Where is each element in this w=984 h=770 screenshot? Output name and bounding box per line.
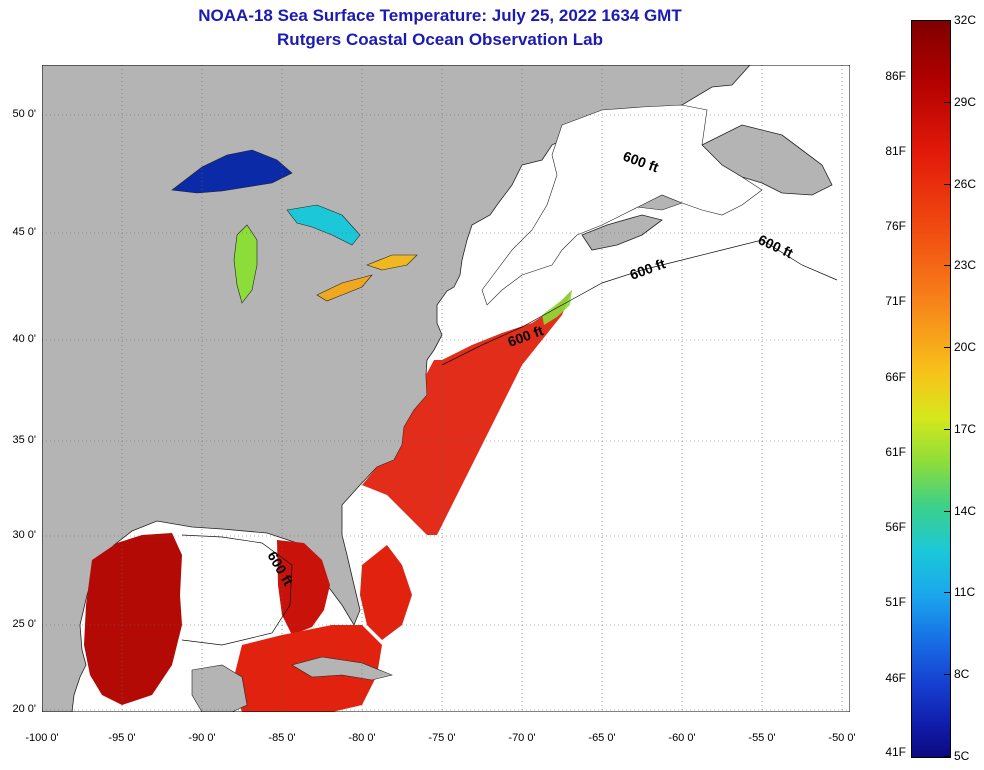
gulf-of-mexico-sst xyxy=(84,533,182,705)
latitude-tick-label: 25 0' xyxy=(12,618,36,630)
colorbar-tick xyxy=(944,756,950,757)
colorbar-fahrenheit-label: 61F xyxy=(885,445,906,459)
colorbar-tick xyxy=(944,674,950,676)
colorbar-tick xyxy=(944,428,950,430)
colorbar-fahrenheit-label: 66F xyxy=(885,370,906,384)
chart-subtitle: Rutgers Coastal Ocean Observation Lab xyxy=(277,30,603,49)
colorbar-celsius-label: 23C xyxy=(954,258,977,273)
colorbar-celsius-label: 14C xyxy=(954,503,977,518)
colorbar-tick xyxy=(944,265,950,267)
latitude-tick-label: 50 0' xyxy=(12,108,36,120)
lake-michigan xyxy=(233,224,258,304)
lake-erie xyxy=(316,274,373,302)
longitude-tick-label: -100 0' xyxy=(25,732,59,744)
latitude-tick-label: 30 0' xyxy=(12,529,36,541)
longitude-tick-label: -55 0' xyxy=(748,732,776,744)
colorbar-celsius-label: 8C xyxy=(954,667,970,682)
colorbar-tick xyxy=(944,592,950,594)
colorbar-celsius-label: 17C xyxy=(954,421,977,436)
longitude-tick-label: -70 0' xyxy=(508,732,536,744)
colorbar-celsius-label: 5C xyxy=(954,749,970,763)
chart-title: NOAA-18 Sea Surface Temperature: July 25… xyxy=(198,6,682,25)
colorbar-celsius-label: 26C xyxy=(954,176,977,191)
colorbar-fahrenheit-label: 51F xyxy=(885,595,906,609)
latitude-tick-label: 40 0' xyxy=(12,333,36,345)
colorbar-tick xyxy=(944,510,950,512)
land-cuba xyxy=(291,656,393,681)
colorbar-celsius-label: 32C xyxy=(954,13,977,27)
longitude-tick-label: -50 0' xyxy=(828,732,856,744)
colorbar-tick xyxy=(944,183,950,185)
latitude-tick-label: 45 0' xyxy=(12,226,36,238)
lake-huron xyxy=(286,204,361,246)
colorbar-fahrenheit-label: 86F xyxy=(885,69,906,83)
longitude-tick-label: -95 0' xyxy=(108,732,136,744)
map-grid xyxy=(42,65,850,712)
colorbar-celsius-label: 20C xyxy=(954,340,977,355)
colorbar-celsius-label: 11C xyxy=(954,585,976,600)
land-yucatan xyxy=(191,664,248,712)
lake-ontario xyxy=(366,254,418,271)
colorbar-fahrenheit-label: 46F xyxy=(885,671,906,685)
longitude-tick-label: -75 0' xyxy=(428,732,456,744)
gulf-stream-sst xyxy=(362,290,572,535)
temperature-colorbar xyxy=(911,20,951,758)
longitude-tick-label: -85 0' xyxy=(268,732,296,744)
colorbar-fahrenheit-label: 56F xyxy=(885,520,906,534)
longitude-tick-label: -60 0' xyxy=(668,732,696,744)
longitude-tick-label: -90 0' xyxy=(188,732,216,744)
colorbar-tick xyxy=(944,101,950,103)
colorbar-tick xyxy=(944,347,950,349)
isobath-600ft xyxy=(181,239,838,646)
colorbar-tick xyxy=(944,20,950,21)
colorbar-fahrenheit-label: 76F xyxy=(885,219,906,233)
colorbar-fahrenheit-label: 81F xyxy=(885,144,906,158)
bahamas-sst xyxy=(360,545,412,640)
latitude-tick-label: 35 0' xyxy=(12,434,36,446)
longitude-tick-label: -65 0' xyxy=(588,732,616,744)
colorbar-celsius-label: 29C xyxy=(954,94,977,109)
colorbar-fahrenheit-label: 41F xyxy=(885,745,906,759)
colorbar-fahrenheit-label: 71F xyxy=(885,294,906,308)
gulf-st-lawrence xyxy=(481,104,763,306)
longitude-tick-label: -80 0' xyxy=(348,732,376,744)
latitude-tick-label: 20 0' xyxy=(12,703,36,715)
lake-superior xyxy=(171,149,293,194)
